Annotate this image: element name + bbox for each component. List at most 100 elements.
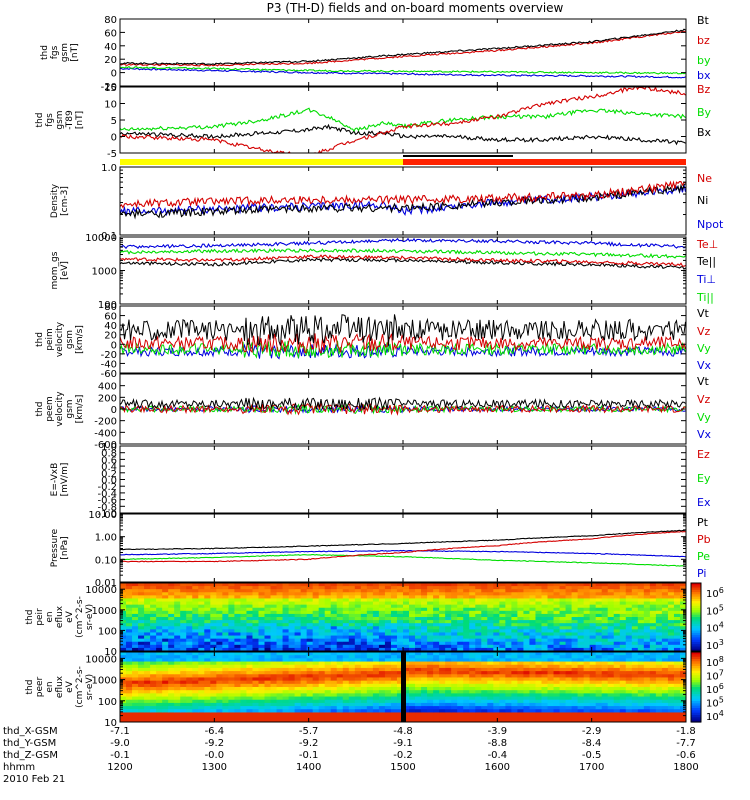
- spectrogram-cell: [469, 592, 476, 596]
- spectrogram-cell: [258, 664, 266, 669]
- spectrogram-cell: [547, 647, 555, 652]
- spectrogram-cell: [433, 598, 440, 603]
- spectrogram-cell: [499, 702, 506, 707]
- spectrogram-cell: [667, 671, 675, 675]
- spectrogram-cell: [433, 680, 440, 685]
- spectrogram-cell: [186, 623, 193, 627]
- spectrogram-cell: [276, 696, 284, 701]
- spectrogram-cell: [661, 718, 669, 723]
- spectrogram-cell: [661, 655, 669, 659]
- spectrogram-cell: [409, 709, 416, 713]
- spectrogram-cell: [493, 661, 500, 666]
- spectrogram-cell: [607, 693, 615, 698]
- spectrogram-cell: [463, 623, 470, 627]
- spectrogram-cell: [216, 690, 223, 694]
- spectrogram-cell: [445, 702, 452, 707]
- legend-Ti||: Ti||: [696, 291, 714, 304]
- spectrogram-cell: [493, 613, 500, 618]
- spectrogram-cell: [493, 715, 500, 720]
- spectrogram-cell: [481, 658, 488, 663]
- spectrogram-cell: [571, 638, 579, 643]
- spectrogram-cell: [396, 583, 404, 587]
- spectrogram-cell: [360, 655, 368, 659]
- spectrogram-cell: [565, 604, 573, 609]
- spectrogram-cell: [631, 586, 639, 590]
- spectrogram-cell: [667, 626, 675, 630]
- spectrogram-cell: [204, 702, 211, 707]
- spectrogram-cell: [378, 647, 386, 652]
- spectrogram-cell: [421, 683, 428, 688]
- spectrogram-cell: [637, 696, 645, 701]
- spectrogram-cell: [631, 598, 639, 603]
- spectrogram-cell: [499, 687, 506, 691]
- spectrogram-cell: [354, 592, 362, 596]
- spectrogram-cell: [390, 683, 398, 688]
- spectrogram-cell: [529, 595, 536, 599]
- spectrogram-cell: [396, 644, 404, 649]
- spectrogram-cell: [553, 699, 561, 704]
- spectrogram-cell: [517, 661, 524, 666]
- spectrogram-cell: [120, 715, 127, 720]
- spectrogram-cell: [649, 658, 657, 663]
- spectrogram-cell: [463, 592, 470, 596]
- x-axis-value: -0.6: [676, 750, 696, 761]
- spectrogram-cell: [144, 641, 151, 646]
- spectrogram-cell: [409, 626, 416, 630]
- spectrogram-cell: [595, 617, 603, 621]
- spectrogram-cell: [499, 632, 506, 637]
- spectrogram-cell: [475, 664, 482, 669]
- spectrogram-cell: [637, 677, 645, 682]
- spectrogram-cell: [445, 620, 452, 624]
- spectrogram-cell: [390, 592, 398, 596]
- spectrogram-cell: [162, 595, 169, 599]
- spectrogram-cell: [360, 690, 368, 694]
- spectrogram-cell: [156, 680, 163, 685]
- spectrogram-cell: [180, 683, 187, 688]
- spectrogram-cell: [396, 652, 404, 656]
- spectrogram-cell: [487, 687, 494, 691]
- spectrogram-cell: [403, 680, 410, 685]
- spectrogram-cell: [360, 706, 368, 710]
- ylabel-line: -T89: [65, 110, 75, 130]
- spectrogram-cell: [601, 693, 609, 698]
- spectrogram-cell: [463, 613, 470, 618]
- spectrogram-cell: [559, 589, 567, 593]
- spectrogram-cell: [378, 687, 386, 691]
- spectrogram-cell: [252, 693, 259, 698]
- spectrogram-cell: [475, 687, 482, 691]
- spectrogram-cell: [601, 715, 609, 720]
- spectrogram-cell: [523, 702, 530, 707]
- spectrogram-cell: [138, 583, 145, 587]
- spectrogram-cell: [366, 667, 374, 672]
- spectrogram-cell: [282, 644, 290, 649]
- spectrogram-cell: [126, 709, 133, 713]
- spectrogram-cell: [523, 595, 530, 599]
- spectrogram-cell: [451, 699, 458, 704]
- spectrogram-cell: [643, 635, 651, 640]
- series-Pi-line: [120, 549, 686, 558]
- spectrogram-cell: [469, 647, 476, 652]
- spectrogram-cell: [667, 586, 675, 590]
- spectrogram-cell: [403, 638, 410, 643]
- spectrogram-cell: [288, 589, 296, 593]
- spectrogram-cell: [451, 586, 458, 590]
- y-tick-label: -60: [101, 369, 117, 380]
- spectrogram-cell: [210, 664, 217, 669]
- spectrogram-cell: [493, 699, 500, 704]
- spectrogram-cell: [511, 610, 518, 615]
- y-tick-label: 80: [104, 302, 117, 313]
- spectrogram-cell: [625, 661, 633, 666]
- spectrogram-cell: [589, 638, 597, 643]
- spectrogram-cell: [631, 699, 639, 704]
- spectrogram-cell: [318, 674, 326, 678]
- spectrogram-cell: [294, 687, 302, 691]
- spectrogram-cell: [409, 604, 416, 609]
- spectrogram-cell: [126, 718, 133, 723]
- legend-by: by: [697, 54, 711, 67]
- spectrogram-cell: [156, 589, 163, 593]
- spectrogram-cell: [186, 626, 193, 630]
- spectrogram-cell: [150, 652, 157, 656]
- spectrogram-cell: [589, 709, 597, 713]
- spectrogram-cell: [324, 623, 332, 627]
- spectrogram-cell: [499, 644, 506, 649]
